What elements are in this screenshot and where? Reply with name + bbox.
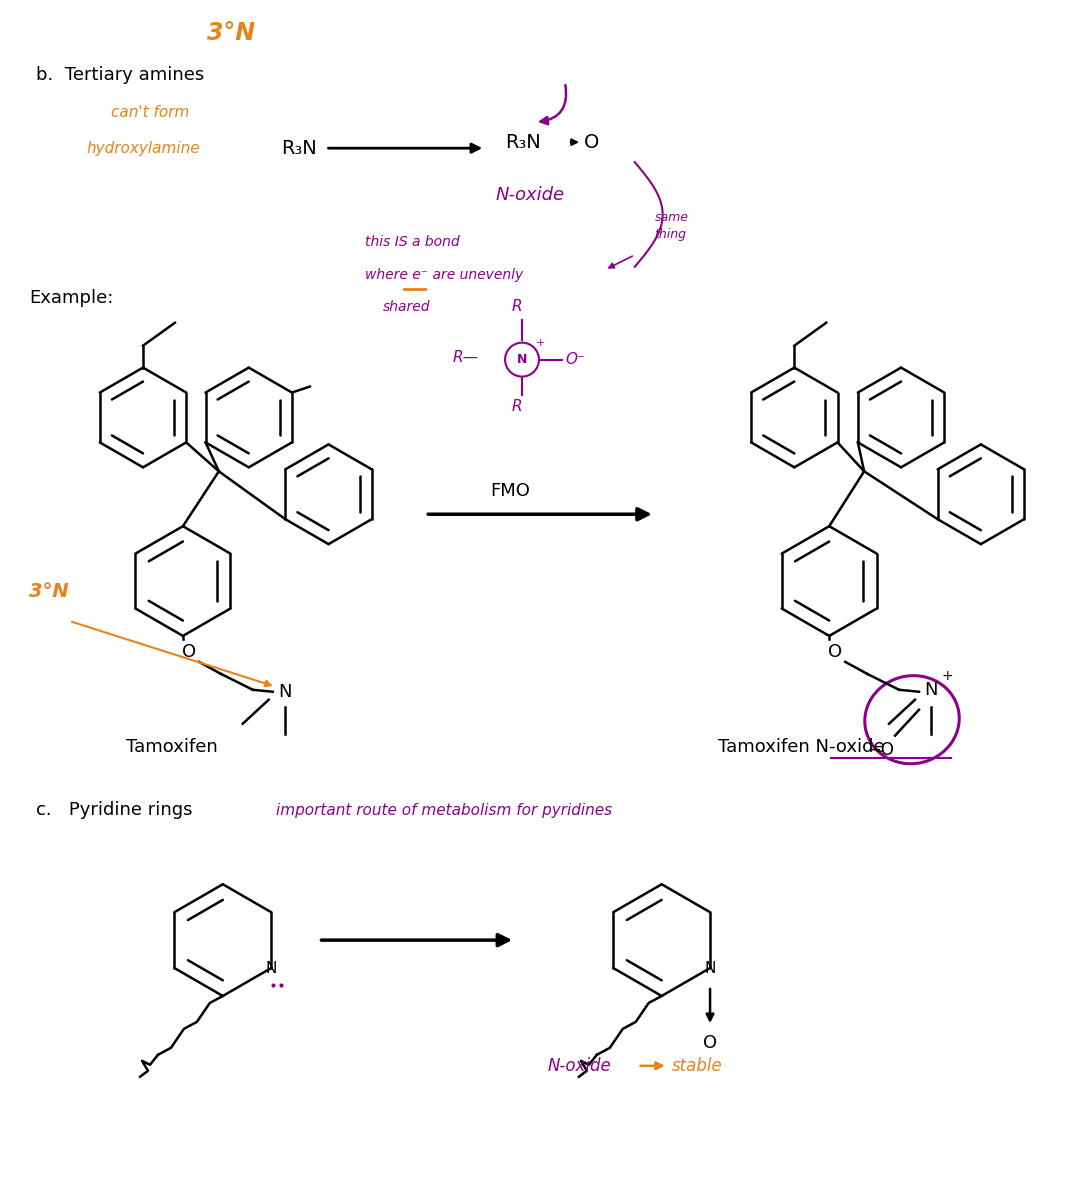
Text: R₃N: R₃N: [281, 139, 316, 158]
Text: +: +: [535, 338, 545, 348]
Text: FMO: FMO: [490, 482, 530, 500]
Text: stable: stable: [672, 1056, 723, 1074]
Text: c.   Pyridine rings: c. Pyridine rings: [36, 801, 193, 819]
Text: Example:: Example:: [29, 289, 114, 307]
Text: N-oxide: N-oxide: [548, 1056, 612, 1074]
Text: Tamoxifen: Tamoxifen: [126, 737, 218, 755]
Text: R: R: [512, 300, 523, 314]
Text: thing: thing: [655, 229, 687, 241]
Text: O: O: [703, 1034, 717, 1052]
Text: b.  Tertiary amines: b. Tertiary amines: [36, 66, 205, 84]
Text: N: N: [517, 354, 527, 366]
Text: shared: shared: [383, 300, 430, 314]
Text: this IS a bond: this IS a bond: [366, 235, 460, 249]
Text: +: +: [941, 669, 953, 682]
Text: R—: R—: [452, 350, 478, 366]
Text: can't form: can't form: [111, 104, 190, 120]
Text: same: same: [655, 211, 688, 224]
Text: N-oxide: N-oxide: [495, 186, 564, 204]
Text: important route of metabolism for pyridines: important route of metabolism for pyridi…: [276, 803, 612, 818]
Text: N: N: [924, 681, 938, 699]
Text: hydroxylamine: hydroxylamine: [86, 140, 199, 156]
Text: N: N: [278, 682, 292, 700]
Text: where e⁻ are unevenly: where e⁻ are unevenly: [366, 267, 524, 282]
Text: O⁻: O⁻: [565, 353, 585, 367]
Text: N: N: [704, 960, 716, 976]
Text: 3°N: 3°N: [207, 22, 255, 46]
Text: 3°N: 3°N: [29, 582, 69, 601]
Text: R: R: [512, 399, 523, 414]
Text: O: O: [829, 643, 843, 661]
Text: N: N: [266, 960, 277, 976]
Text: −O: −O: [867, 741, 894, 759]
Text: Tamoxifen N-oxide: Tamoxifen N-oxide: [717, 737, 884, 755]
Text: O: O: [182, 643, 196, 661]
Text: R₃N: R₃N: [505, 133, 541, 152]
Text: O: O: [584, 133, 599, 152]
